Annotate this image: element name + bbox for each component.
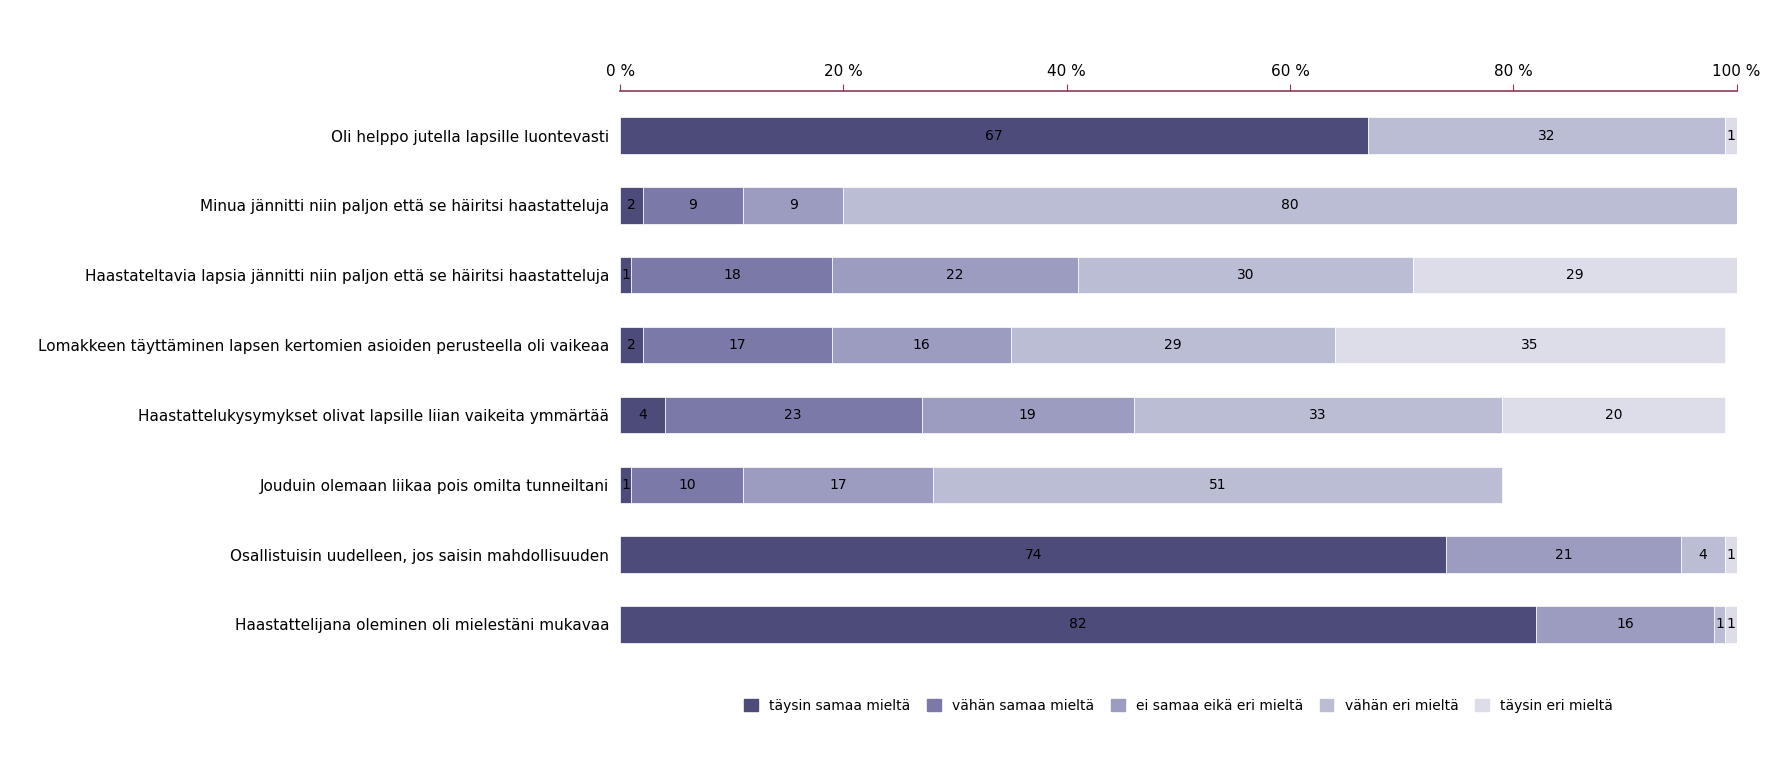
Text: 74: 74 bbox=[1024, 547, 1042, 562]
Text: 22: 22 bbox=[946, 268, 964, 282]
Text: 2: 2 bbox=[627, 198, 636, 213]
Bar bbox=[620, 327, 643, 363]
Text: 16: 16 bbox=[913, 338, 930, 352]
Text: 32: 32 bbox=[1538, 128, 1556, 143]
Text: 4: 4 bbox=[638, 408, 647, 422]
Bar bbox=[833, 257, 1077, 293]
Bar bbox=[664, 397, 921, 433]
Bar bbox=[643, 327, 833, 363]
Bar bbox=[843, 187, 1737, 223]
Text: 10: 10 bbox=[679, 478, 696, 492]
Text: 20: 20 bbox=[1605, 408, 1623, 422]
Text: 29: 29 bbox=[1164, 338, 1182, 352]
Text: 1: 1 bbox=[622, 268, 631, 282]
Text: 1: 1 bbox=[1726, 547, 1735, 562]
Bar bbox=[1134, 397, 1503, 433]
Bar bbox=[1726, 606, 1737, 642]
Text: 82: 82 bbox=[1069, 617, 1086, 632]
Text: 23: 23 bbox=[785, 408, 803, 422]
Bar bbox=[1503, 397, 1726, 433]
Bar bbox=[620, 397, 664, 433]
Bar bbox=[1334, 327, 1726, 363]
Bar bbox=[631, 257, 833, 293]
Bar bbox=[631, 467, 742, 503]
Text: 19: 19 bbox=[1019, 408, 1037, 422]
Bar bbox=[620, 606, 1536, 642]
Bar bbox=[1446, 537, 1680, 573]
Text: 9: 9 bbox=[789, 198, 797, 213]
Text: 1: 1 bbox=[622, 478, 631, 492]
Text: 17: 17 bbox=[829, 478, 847, 492]
Text: 2: 2 bbox=[627, 338, 636, 352]
Bar bbox=[1726, 118, 1737, 154]
Text: 1: 1 bbox=[1726, 128, 1735, 143]
Bar bbox=[1368, 118, 1726, 154]
Bar bbox=[620, 187, 643, 223]
Bar bbox=[1680, 537, 1726, 573]
Text: 29: 29 bbox=[1566, 268, 1584, 282]
Bar bbox=[643, 187, 742, 223]
Bar bbox=[620, 118, 1368, 154]
Text: 80: 80 bbox=[1281, 198, 1299, 213]
Text: 4: 4 bbox=[1699, 547, 1708, 562]
Text: 21: 21 bbox=[1554, 547, 1572, 562]
Legend: täysin samaa mieltä, vähän samaa mieltä, ei samaa eikä eri mieltä, vähän eri mie: täysin samaa mieltä, vähän samaa mieltä,… bbox=[744, 699, 1613, 713]
Bar bbox=[1714, 606, 1726, 642]
Bar bbox=[742, 467, 932, 503]
Bar bbox=[1726, 537, 1737, 573]
Bar bbox=[932, 467, 1503, 503]
Bar bbox=[620, 257, 631, 293]
Bar bbox=[1412, 257, 1737, 293]
Bar bbox=[1077, 257, 1412, 293]
Text: 17: 17 bbox=[728, 338, 746, 352]
Text: 51: 51 bbox=[1209, 478, 1226, 492]
Text: 18: 18 bbox=[723, 268, 741, 282]
Text: 35: 35 bbox=[1522, 338, 1538, 352]
Text: 1: 1 bbox=[1726, 617, 1735, 632]
Text: 33: 33 bbox=[1310, 408, 1327, 422]
Text: 67: 67 bbox=[985, 128, 1003, 143]
Bar bbox=[620, 467, 631, 503]
Bar bbox=[921, 397, 1134, 433]
Bar bbox=[620, 537, 1446, 573]
Bar bbox=[833, 327, 1010, 363]
Bar bbox=[1010, 327, 1334, 363]
Text: 1: 1 bbox=[1715, 617, 1724, 632]
Bar bbox=[1536, 606, 1714, 642]
Text: 9: 9 bbox=[688, 198, 696, 213]
Text: 30: 30 bbox=[1237, 268, 1255, 282]
Text: 16: 16 bbox=[1616, 617, 1634, 632]
Bar bbox=[742, 187, 843, 223]
